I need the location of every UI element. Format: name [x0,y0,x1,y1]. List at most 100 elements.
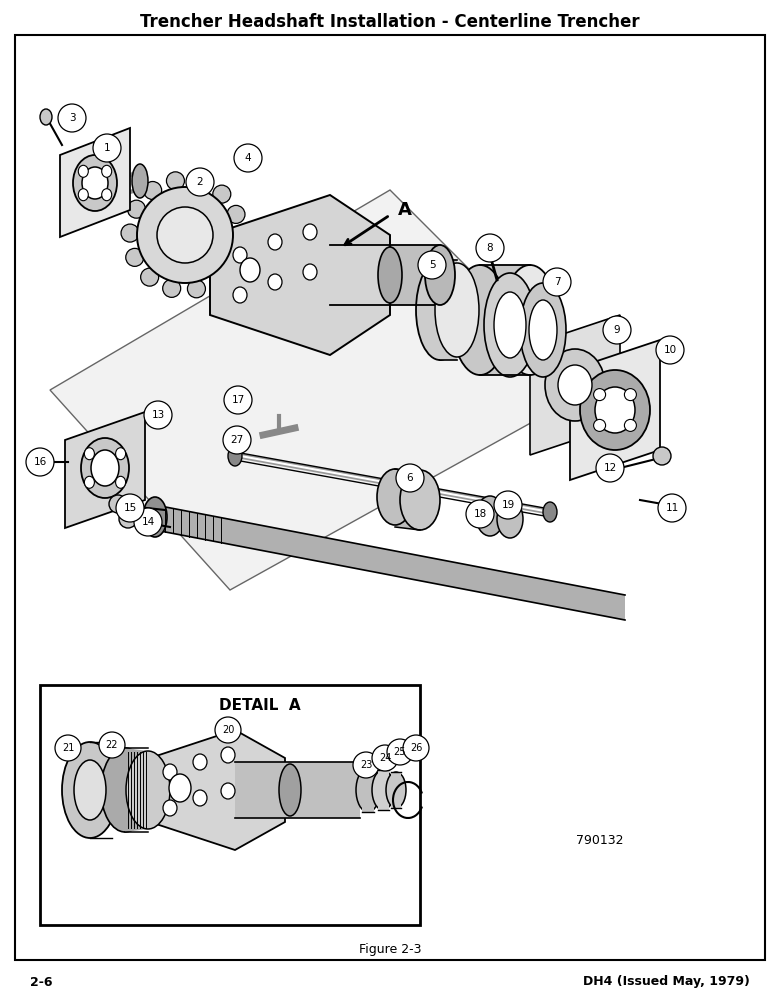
Text: 23: 23 [360,760,372,770]
Text: 24: 24 [379,753,392,763]
Ellipse shape [580,370,650,450]
Ellipse shape [193,790,207,806]
Ellipse shape [425,245,455,305]
Text: Figure 2-3: Figure 2-3 [359,944,421,956]
Text: 4: 4 [245,153,251,163]
Ellipse shape [115,476,126,488]
Ellipse shape [595,387,635,433]
Ellipse shape [483,243,497,261]
Polygon shape [155,505,625,620]
Circle shape [476,234,504,262]
Ellipse shape [372,770,394,810]
Circle shape [543,268,571,296]
Ellipse shape [62,742,118,838]
Ellipse shape [543,502,557,522]
Polygon shape [125,748,148,832]
Ellipse shape [78,189,88,201]
Ellipse shape [81,438,129,498]
Ellipse shape [40,109,52,125]
Text: 790132: 790132 [576,834,624,846]
Text: 9: 9 [614,325,620,335]
Circle shape [223,426,251,454]
Ellipse shape [233,247,247,263]
Ellipse shape [661,497,679,515]
Text: 22: 22 [106,740,119,750]
Ellipse shape [625,389,636,401]
Ellipse shape [520,283,566,377]
Polygon shape [60,128,130,237]
Ellipse shape [193,754,207,770]
Circle shape [126,248,144,266]
Ellipse shape [74,760,106,820]
Ellipse shape [221,747,235,763]
Ellipse shape [137,187,233,283]
Ellipse shape [157,207,213,263]
Text: 10: 10 [664,345,676,355]
Text: 12: 12 [604,463,617,473]
Circle shape [403,735,429,761]
Circle shape [99,732,125,758]
Text: 20: 20 [222,725,234,735]
Circle shape [210,269,228,287]
Ellipse shape [594,389,605,401]
Polygon shape [570,340,660,480]
Circle shape [231,226,249,244]
Circle shape [127,200,145,218]
Text: 6: 6 [406,473,413,483]
Text: 3: 3 [69,113,76,123]
Text: A: A [398,201,412,219]
Circle shape [418,251,446,279]
Ellipse shape [303,264,317,280]
Polygon shape [530,315,620,455]
Text: DETAIL  A: DETAIL A [219,698,301,712]
Ellipse shape [279,764,301,816]
Ellipse shape [476,496,504,536]
Polygon shape [330,245,440,305]
Circle shape [93,134,121,162]
Ellipse shape [119,510,137,528]
Circle shape [353,752,379,778]
Text: 14: 14 [141,517,154,527]
Ellipse shape [84,476,94,488]
Circle shape [224,386,252,414]
Polygon shape [235,762,360,818]
Text: 18: 18 [473,509,487,519]
Ellipse shape [545,349,605,421]
Ellipse shape [73,155,117,211]
Circle shape [186,168,214,196]
Ellipse shape [594,419,605,431]
Polygon shape [210,195,390,355]
Text: 26: 26 [410,743,422,753]
Ellipse shape [240,258,260,282]
Circle shape [144,401,172,429]
Ellipse shape [228,446,242,466]
Circle shape [140,268,158,286]
Text: 11: 11 [665,503,679,513]
Circle shape [387,739,413,765]
Ellipse shape [400,470,440,530]
Ellipse shape [233,287,247,303]
Circle shape [656,336,684,364]
Ellipse shape [416,260,464,360]
Circle shape [234,144,262,172]
Circle shape [144,182,161,200]
Ellipse shape [101,165,112,177]
Ellipse shape [356,768,380,812]
Circle shape [163,279,181,297]
Text: 8: 8 [487,243,493,253]
Ellipse shape [452,265,508,375]
Circle shape [213,185,231,203]
Ellipse shape [502,265,558,375]
Circle shape [658,494,686,522]
Ellipse shape [484,273,536,377]
Circle shape [396,464,424,492]
Polygon shape [378,770,388,810]
Polygon shape [440,260,457,360]
Text: 16: 16 [34,457,47,467]
Circle shape [227,205,245,223]
Text: 13: 13 [151,410,165,420]
Text: 2: 2 [197,177,204,187]
Ellipse shape [101,189,112,201]
Ellipse shape [91,450,119,486]
Text: 2-6: 2-6 [30,976,52,988]
